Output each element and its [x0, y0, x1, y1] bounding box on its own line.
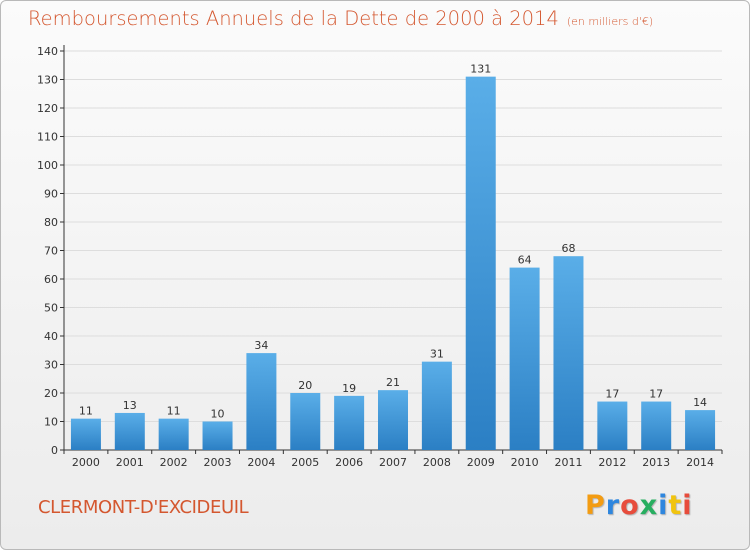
bar-2014 — [685, 410, 716, 450]
data-label: 34 — [254, 339, 268, 352]
data-label: 20 — [298, 379, 312, 392]
chart-title-text: Remboursements Annuels de la Dette de 20… — [28, 7, 559, 30]
y-tick-label: 50 — [44, 302, 58, 315]
data-label: 11 — [167, 405, 181, 418]
data-labels: 11 13 11 10 34 20 19 21 31 131 64 68 17 17 14 — [79, 63, 707, 421]
x-tick-label: 2008 — [423, 456, 451, 469]
bars — [70, 76, 716, 451]
x-tick-label: 2006 — [335, 456, 363, 469]
logo-letter: t — [668, 490, 683, 521]
x-tick-label: 2005 — [291, 456, 319, 469]
x-tick-label: 2012 — [598, 456, 626, 469]
axes — [63, 45, 722, 451]
data-label: 13 — [123, 399, 137, 412]
data-label: 14 — [693, 396, 707, 409]
data-label: 19 — [342, 382, 356, 395]
bar-2002 — [158, 418, 189, 450]
commune-name: CLERMONT-D'EXCIDEUIL — [38, 497, 249, 518]
bar-2005 — [290, 393, 321, 450]
y-tick-label: 0 — [51, 444, 58, 457]
x-tick-label: 2010 — [511, 456, 539, 469]
data-label: 31 — [430, 348, 444, 361]
y-tick-label: 30 — [44, 359, 58, 372]
y-tick-label: 60 — [44, 273, 58, 286]
y-tick-label: 110 — [37, 131, 58, 144]
x-tick-label: 2000 — [72, 456, 100, 469]
bar-2007 — [378, 390, 408, 450]
chart-title-unit: (en milliers d'€) — [566, 15, 654, 28]
y-tick-label: 10 — [44, 416, 58, 429]
chart-title: Remboursements Annuels de la Dette de 20… — [28, 7, 653, 30]
y-tick-label: 70 — [44, 245, 58, 258]
x-tick-label: 2002 — [160, 456, 188, 469]
logo-letter: i — [682, 490, 693, 521]
y-tick-label: 140 — [37, 45, 58, 58]
x-tick-label: 2007 — [379, 456, 407, 469]
bar-2009 — [465, 76, 496, 451]
bar-2006 — [334, 395, 365, 450]
y-tick-label: 90 — [44, 188, 58, 201]
x-tick-label: 2014 — [686, 456, 714, 469]
x-tick-label: 2003 — [204, 456, 232, 469]
data-label: 68 — [561, 242, 575, 255]
bar-2011 — [553, 256, 584, 450]
bar-2000 — [70, 418, 101, 450]
data-label: 64 — [518, 254, 532, 267]
bar-2010 — [509, 267, 540, 450]
x-tick-label: 2013 — [642, 456, 670, 469]
bar-2012 — [597, 401, 628, 450]
y-tick-label: 80 — [44, 216, 58, 229]
x-tick-label: 2011 — [554, 456, 582, 469]
logo-letter: i — [658, 490, 669, 521]
bar-2008 — [421, 361, 452, 450]
y-tick-label: 100 — [37, 159, 58, 172]
y-tick-label: 20 — [44, 387, 58, 400]
y-tick-label: 120 — [37, 102, 58, 115]
bar-2013 — [641, 401, 672, 450]
proxiti-logo[interactable]: Proxiti — [585, 490, 693, 521]
x-tick-label: 2004 — [247, 456, 275, 469]
x-axis-ticks: 2000 2001 2002 2003 2004 2005 2006 2007 2008 2009… — [63, 450, 723, 469]
x-tick-label: 2009 — [467, 456, 495, 469]
data-label: 10 — [211, 408, 225, 421]
y-tick-label: 40 — [44, 330, 58, 343]
data-label: 17 — [605, 388, 619, 401]
logo-letter: x — [639, 490, 659, 521]
bar-2004 — [246, 353, 277, 450]
data-label: 17 — [649, 388, 663, 401]
grid-lines — [64, 50, 722, 422]
y-tick-label: 130 — [37, 74, 58, 87]
logo-letter: r — [605, 490, 621, 521]
data-label: 11 — [79, 405, 93, 418]
data-label: 21 — [386, 376, 400, 389]
logo-letter: P — [585, 490, 606, 521]
bar-2003 — [202, 421, 233, 450]
x-tick-label: 2001 — [116, 456, 144, 469]
logo-letter: o — [620, 490, 640, 521]
bar-2001 — [114, 412, 145, 450]
y-axis-ticks: 0 10 20 30 40 50 60 70 80 90 100 110 120 130 140 — [37, 45, 64, 457]
data-label: 131 — [470, 63, 491, 76]
